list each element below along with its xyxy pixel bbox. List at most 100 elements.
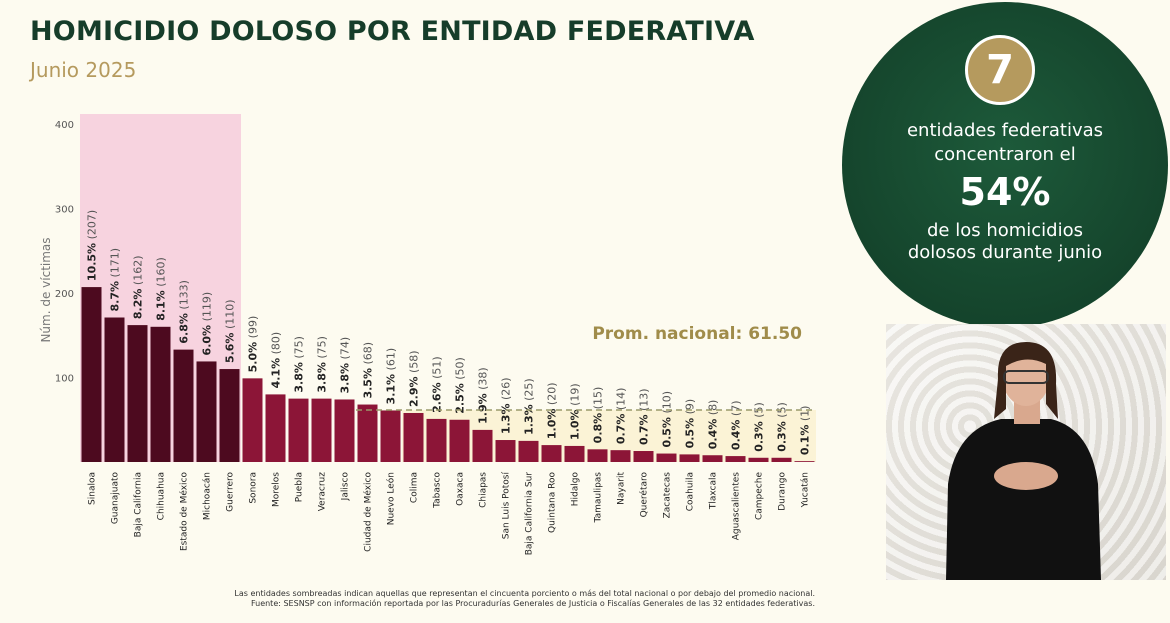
footnote-line1: Las entidades sombreadas indican aquella… [234, 589, 815, 598]
x-tick-label: Nuevo León [386, 472, 397, 525]
bar-sinaloa [81, 287, 102, 462]
bar-value-label: 5.6% (110) [224, 299, 237, 363]
bar-nayarit [610, 450, 631, 462]
bar-value-label: 1.0% (20) [546, 383, 559, 440]
bar-value-label: 0.7% (13) [638, 388, 651, 445]
bar-chart: 100 200 300 400 Núm. de víctimas 10.5% (207) S… [39, 114, 816, 556]
x-tick-label: Hidalgo [571, 472, 581, 507]
bar-oaxaca [449, 419, 470, 462]
bar-guanajuato [104, 317, 125, 462]
bar-value-label: 3.8% (74) [339, 337, 352, 394]
callout-percent: 54% [959, 170, 1051, 214]
x-tick-label: Chiapas [479, 472, 489, 508]
bar-value-label: 0.4% (8) [707, 400, 720, 450]
bar-value-label: 1.0% (19) [569, 383, 582, 440]
bar-ciudad-de-méxico [357, 404, 378, 462]
bar-value-label: 3.8% (75) [316, 336, 329, 393]
x-tick-label: Ciudad de México [363, 472, 374, 552]
interpreter-figure [946, 342, 1101, 580]
bar-baja-california [127, 325, 148, 462]
page-subtitle: Junio 2025 [30, 58, 137, 82]
bar-michoacán [196, 361, 217, 462]
callout-number-badge: 7 [965, 35, 1035, 105]
x-tick-label: Coahuila [686, 472, 696, 511]
bar-tamaulipas [587, 449, 608, 462]
bar-jalisco [334, 399, 355, 462]
bar-tlaxcala [702, 455, 723, 462]
y-tick-label: 300 [55, 205, 74, 216]
x-tick-label: Chihuahua [157, 472, 167, 520]
bar-value-label: 3.8% (75) [293, 336, 306, 393]
callout-line3: de los homicidios [926, 220, 1083, 241]
bar-value-label: 6.8% (133) [178, 280, 191, 344]
bar-baja-california-sur [518, 440, 539, 462]
bar-value-label: 8.2% (162) [132, 256, 145, 320]
x-tick-label: Durango [778, 472, 788, 511]
x-tick-label: Oaxaca [456, 472, 466, 506]
bar-value-label: 8.7% (171) [109, 248, 122, 312]
bar-value-label: 0.3% (5) [776, 402, 789, 452]
x-tick-label: Jalisco [341, 472, 351, 502]
bar-value-label: 2.5% (50) [454, 357, 467, 414]
x-tick-label: Sonora [249, 472, 259, 504]
bar-value-label: 3.1% (61) [385, 348, 398, 405]
bar-value-label: 4.1% (80) [270, 332, 283, 389]
x-tick-label: Campeche [755, 472, 765, 520]
bar-value-label: 0.5% (9) [684, 399, 697, 449]
bar-value-label: 0.7% (14) [615, 388, 628, 445]
bar-value-label: 1.9% (38) [477, 367, 490, 424]
bar-value-label: 0.4% (7) [730, 400, 743, 450]
bar-value-label: 0.8% (15) [592, 387, 605, 444]
bar-value-label: 1.3% (26) [500, 377, 513, 434]
bar-chiapas [472, 429, 493, 462]
footnote: Las entidades sombreadas indican aquella… [234, 589, 815, 609]
x-tick-label: Colima [410, 472, 420, 503]
bar-value-label: 2.9% (58) [408, 350, 421, 407]
x-tick-label: Guerrero [226, 472, 236, 512]
bar-value-label: 6.0% (119) [201, 292, 214, 356]
bar-nuevo-león [380, 410, 401, 462]
bar-querétaro [633, 451, 654, 462]
callout-circle: 7 entidades federativas concentraron el … [842, 2, 1168, 328]
x-tick-label: Aguascalientes [732, 472, 742, 541]
bar-hidalgo [564, 445, 585, 462]
y-tick-label: 200 [55, 289, 74, 300]
x-tick-label: Puebla [295, 472, 305, 502]
x-tick-label: Michoacán [203, 472, 213, 520]
x-tick-label: Tlaxcala [709, 472, 719, 510]
x-tick-label: Tabasco [433, 472, 443, 509]
footnote-source: Fuente: SESNSP con información reportada… [250, 599, 815, 608]
callout-line2: concentraron el [934, 144, 1076, 165]
x-tick-label: Quintana Roo [548, 472, 558, 533]
bar-coahuila [679, 454, 700, 462]
bar-value-label: 3.5% (68) [362, 342, 375, 399]
x-tick-label: Querétaro [639, 472, 650, 518]
sign-language-interpreter-video [886, 324, 1166, 580]
below-average-shade [402, 410, 816, 462]
x-tick-label: Baja California [134, 472, 144, 537]
bar-yucatán [794, 461, 815, 462]
bar-aguascalientes [725, 456, 746, 462]
bar-guerrero [219, 369, 240, 462]
bar-chihuahua [150, 326, 171, 462]
x-tick-label: Veracruz [318, 472, 328, 512]
bar-value-label: 0.3% (5) [753, 402, 766, 452]
x-tick-label: Estado de México [179, 472, 190, 552]
x-tick-label: Baja California Sur [525, 472, 535, 556]
bar-value-label: 0.1% (1) [799, 406, 812, 456]
x-tick-label: San Luis Potosí [502, 472, 512, 540]
x-tick-label: Sinaloa [88, 472, 98, 505]
bar-campeche [748, 457, 769, 462]
bar-value-label: 8.1% (160) [155, 257, 168, 321]
x-tick-label: Nayarit [617, 472, 627, 505]
x-tick-label: Guanajuato [111, 472, 121, 525]
bar-puebla [288, 398, 309, 462]
bar-value-label: 0.5% (10) [661, 391, 674, 448]
y-tick-label: 100 [55, 374, 74, 385]
x-tick-label: Yucatán [801, 472, 811, 508]
x-tick-label: Zacatecas [663, 472, 673, 519]
x-tick-label: Morelos [272, 472, 282, 507]
x-tick-label: Tamaulipas [594, 472, 604, 524]
callout-line1: entidades federativas [906, 120, 1104, 141]
bar-veracruz [311, 398, 332, 462]
